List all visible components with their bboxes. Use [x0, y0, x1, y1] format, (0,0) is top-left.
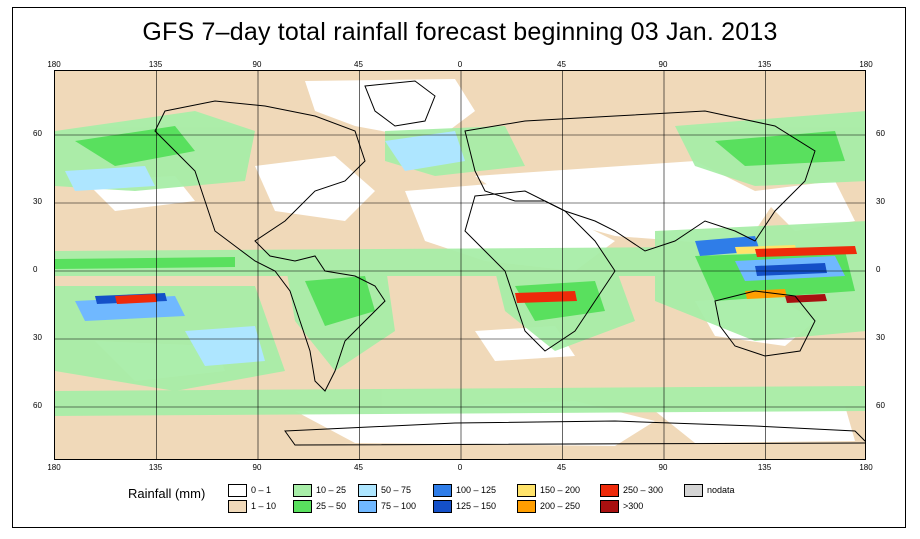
legend-label: nodata: [707, 485, 735, 495]
legend-label: 0 – 1: [251, 485, 272, 495]
legend-swatch: [228, 484, 247, 497]
bottom-lon-label: 45: [557, 463, 566, 472]
top-lon-label: 180: [859, 60, 873, 69]
legend-swatch: [517, 484, 536, 497]
rainfall-map-svg: [55, 71, 865, 459]
bottom-lon-label: 135: [757, 463, 772, 472]
coastline-australia: [714, 290, 816, 357]
top-lon-label: 45: [354, 60, 363, 69]
left-lat-label: 30: [33, 197, 42, 206]
legend-label: 100 – 125: [456, 485, 497, 495]
legend-label: 75 – 100: [381, 501, 417, 511]
rain-core-itcz-east-pacific: [55, 257, 235, 269]
top-lon-label: 45: [557, 60, 566, 69]
legend-label: 1 – 10: [251, 501, 277, 511]
rain-core-north-pacific: [75, 126, 195, 166]
legend-swatch: [433, 484, 452, 497]
bottom-lon-label: 180: [859, 463, 873, 472]
legend-swatch: [293, 500, 312, 513]
left-lat-label: 30: [33, 333, 42, 342]
legend-label: 10 – 25: [316, 485, 347, 495]
legend-swatch: [358, 484, 377, 497]
legend-label: 250 – 300: [623, 485, 664, 495]
legend-swatch: [517, 500, 536, 513]
left-lat-label: 60: [33, 129, 42, 138]
coastlines: [154, 80, 865, 446]
legend-title: Rainfall (mm): [128, 486, 206, 501]
right-lat-label: 30: [876, 197, 885, 206]
top-lon-label: 180: [47, 60, 61, 69]
legend-label: 50 – 75: [381, 485, 412, 495]
bottom-lon-label: 0: [457, 463, 463, 472]
top-lon-label: 90: [252, 60, 262, 69]
bottom-lon-label: 90: [252, 463, 262, 472]
dry-area-antarctica-east: [655, 406, 855, 443]
coastline-americas: [154, 100, 386, 392]
bottom-lon-label: 135: [148, 463, 163, 472]
legend-swatch: [600, 500, 619, 513]
figure-frame: [12, 7, 906, 528]
left-lat-label: 60: [33, 401, 42, 410]
bottom-lon-label: 90: [658, 463, 668, 472]
rain-50-75-spcz: [185, 326, 265, 366]
rain-250-300-pacific: [115, 294, 157, 304]
top-lon-label: 135: [148, 60, 163, 69]
legend-label: 150 – 200: [540, 485, 581, 495]
right-lat-label: 60: [876, 129, 885, 138]
coastline-africa: [464, 190, 616, 352]
top-lon-label: 135: [757, 60, 772, 69]
legend-swatch: [433, 500, 452, 513]
dry-area-north-america: [255, 156, 375, 221]
legend-swatch: [600, 484, 619, 497]
coastline-antarctica: [284, 420, 865, 446]
rain-125-150-indonesia: [755, 263, 827, 276]
top-lon-label: 0: [457, 60, 463, 69]
bottom-lon-label: 45: [354, 463, 363, 472]
legend-label: 25 – 50: [316, 501, 347, 511]
map-grid: [55, 71, 865, 459]
rain-50-75-north-atlantic: [385, 131, 465, 171]
rain-extreme-areas: [115, 245, 857, 304]
rain-core-amazon: [305, 276, 375, 326]
rain-band-southern-ocean: [55, 386, 865, 416]
coastline-eurasia: [464, 110, 816, 252]
rainfall-map: [54, 70, 866, 460]
map-title: GFS 7–day total rainfall forecast beginn…: [142, 18, 778, 46]
rain-250-300-band: [755, 246, 857, 257]
right-lat-label: 30: [876, 333, 885, 342]
coastline-greenland: [364, 80, 436, 127]
legend-label: >300: [623, 501, 644, 511]
rain-250-300-africa: [515, 291, 577, 303]
legend-swatch: [293, 484, 312, 497]
left-lat-label: 0: [33, 265, 38, 274]
dry-area-north-pacific: [755, 181, 855, 231]
legend-swatch: [684, 484, 703, 497]
right-lat-label: 60: [876, 401, 885, 410]
legend-swatch: [228, 500, 247, 513]
rain-50-75-pacific: [65, 166, 155, 191]
legend-swatch: [358, 500, 377, 513]
legend-label: 200 – 250: [540, 501, 581, 511]
top-lon-label: 90: [658, 60, 668, 69]
legend-label: 125 – 150: [456, 501, 497, 511]
bottom-lon-label: 180: [47, 463, 61, 472]
right-lat-label: 0: [876, 265, 881, 274]
